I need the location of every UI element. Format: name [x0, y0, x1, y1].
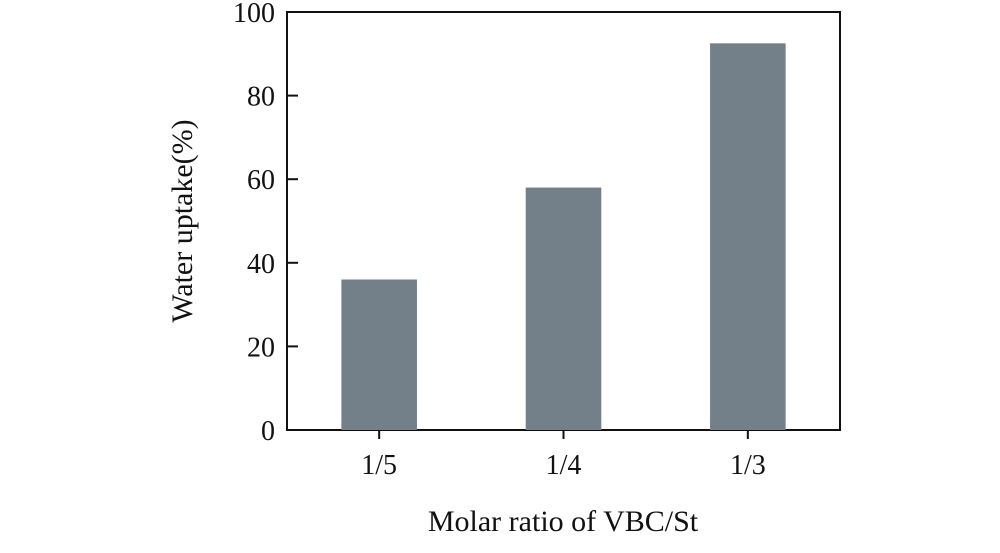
bar-1/5: [341, 279, 417, 430]
x-axis: 1/5 1/4 1/3: [361, 430, 766, 481]
y-tick-label: 0: [261, 416, 275, 447]
y-tick-label: 100: [233, 0, 275, 29]
x-tick-label: 1/4: [546, 450, 582, 481]
bar-1/3: [710, 43, 786, 430]
bar-1/4: [525, 187, 602, 430]
x-tick-label: 1/3: [730, 450, 766, 481]
y-axis-title: Water uptake(%): [166, 119, 199, 322]
y-tick-label: 20: [247, 332, 275, 363]
y-tick-label: 40: [247, 249, 275, 280]
y-tick-label: 60: [247, 165, 275, 196]
y-tick-label: 80: [247, 82, 275, 113]
x-tick-label: 1/5: [361, 450, 397, 481]
bars: [341, 43, 786, 430]
x-axis-title: Molar ratio of VBC/St: [428, 505, 699, 538]
y-axis: 0 20 40 60 80 100: [233, 0, 298, 447]
